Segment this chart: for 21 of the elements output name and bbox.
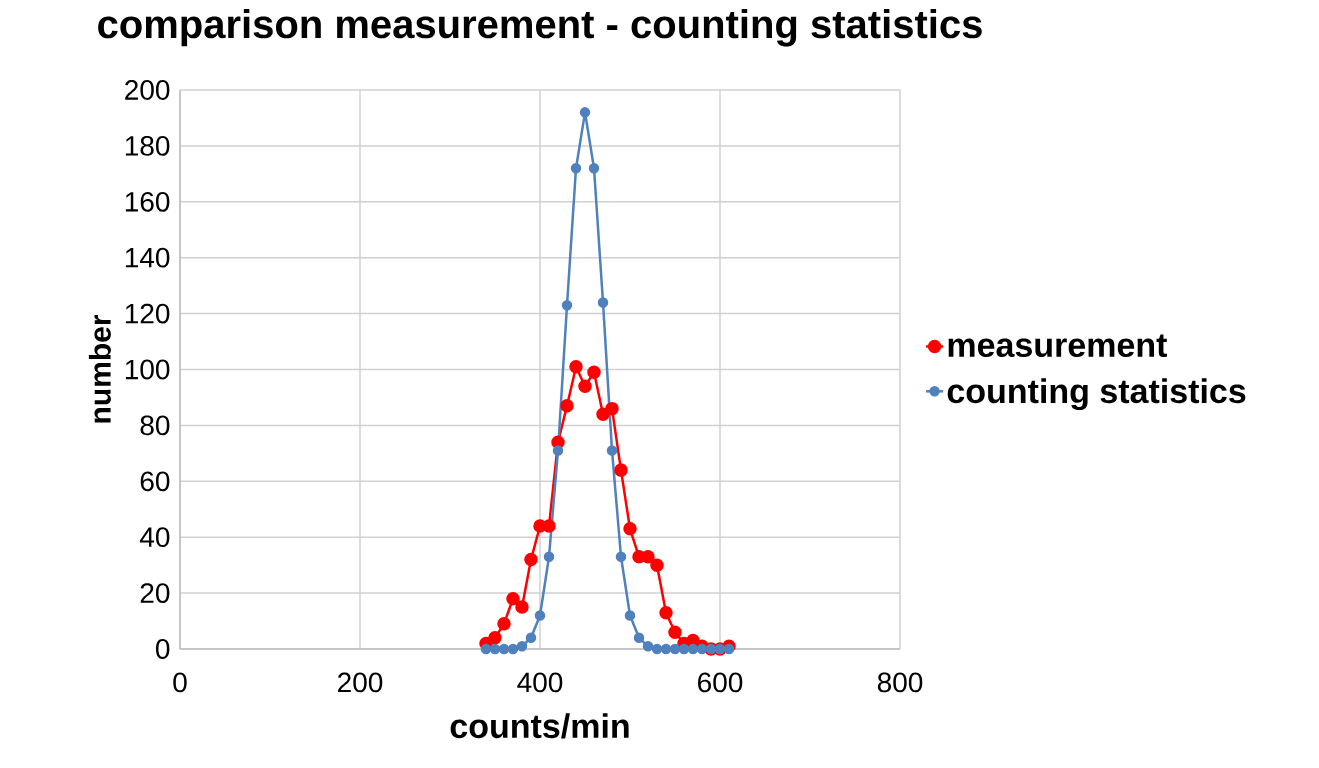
legend-label: counting statistics [947, 378, 1246, 411]
x-axis-title: counts/min [450, 713, 629, 739]
y-tick-label: 180 [125, 135, 170, 156]
y-tick-label: 160 [125, 191, 170, 212]
x-tick-label: 400 [517, 672, 563, 693]
x-tick-label: 0 [173, 672, 187, 693]
y-tick-label: 40 [139, 527, 170, 548]
y-axis-title: number [88, 314, 111, 423]
x-tick-label: 200 [338, 672, 383, 693]
y-tick-label: 200 [125, 80, 170, 100]
x-tick-label: 600 [698, 672, 743, 693]
x-tick-label: 800 [877, 672, 923, 693]
legend-label: measurement [948, 334, 1168, 358]
y-tick-label: 100 [125, 359, 170, 380]
y-tick-label: 140 [125, 247, 170, 268]
chart-title: comparison measurement - counting statistics [98, 9, 982, 47]
y-tick-label: 80 [140, 415, 170, 436]
y-tick-label: 20 [140, 583, 170, 603]
y-tick-label: 0 [155, 639, 170, 659]
y-tick-label: 60 [140, 471, 170, 492]
y-tick-label: 120 [125, 303, 170, 324]
